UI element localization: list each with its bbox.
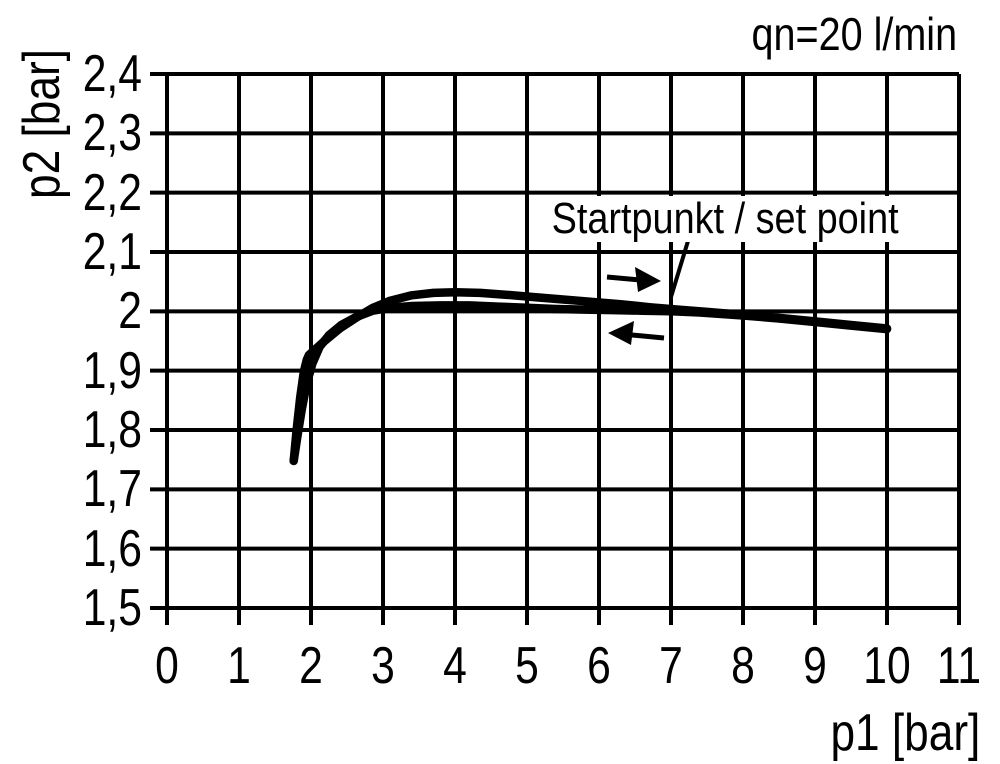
y-tick-label: 2,3 [82, 104, 142, 163]
flow-rate-label: qn=20 l/min [751, 8, 957, 60]
right-arrow-icon [635, 267, 661, 292]
annotation-leader-line [669, 240, 690, 298]
x-tick-label: 9 [803, 637, 827, 695]
x-tick-label: 1 [227, 637, 251, 695]
y-tick-label: 2,4 [82, 45, 142, 103]
y-tick-label: 1,8 [82, 401, 142, 459]
y-tick-label: 2,2 [82, 163, 142, 222]
x-tick-label: 11 [936, 637, 982, 695]
x-tick-label: 5 [515, 637, 539, 695]
x-tick-label: 0 [155, 637, 179, 695]
left-arrow-icon [608, 321, 634, 345]
x-axis-title: p1 [bar] [830, 704, 980, 762]
x-tick-label: 7 [659, 637, 683, 695]
x-tick-label: 2 [299, 637, 323, 695]
set-point-annotation: Startpunkt / set point [549, 196, 902, 242]
y-tick-label: 1,7 [82, 460, 142, 519]
y-tick-label: 1,6 [82, 519, 142, 578]
y-tick-label: 1,5 [82, 579, 142, 637]
x-tick-label: 8 [731, 637, 755, 695]
x-tick-label: 10 [863, 637, 911, 695]
x-tick-label: 3 [371, 637, 395, 695]
y-tick-label: 1,9 [82, 341, 142, 400]
left-arrow-icon [631, 332, 665, 341]
y-tick-label: 2,1 [82, 223, 142, 281]
y-axis-title: p2 [bar] [13, 49, 71, 199]
x-tick-label: 4 [443, 637, 467, 695]
x-tick-label: 6 [587, 637, 611, 695]
y-tick-label: 2 [118, 282, 142, 341]
right-arrow-icon [606, 274, 641, 283]
curve-lower-branch [289, 301, 892, 466]
